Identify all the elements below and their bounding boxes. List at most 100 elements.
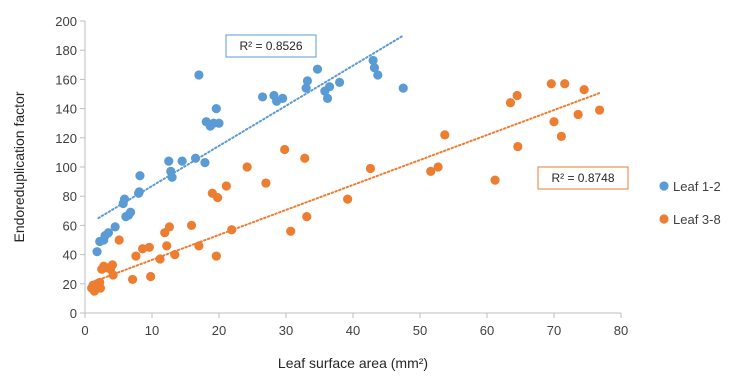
point-series-1 [286, 226, 296, 236]
point-series-0 [301, 83, 311, 93]
point-series-1 [221, 181, 231, 191]
point-series-1 [433, 162, 443, 172]
point-series-1 [512, 90, 522, 101]
point-series-1 [302, 212, 312, 222]
y-tick-label: 140 [55, 102, 77, 117]
y-tick-label: 100 [55, 160, 77, 175]
x-tick-label: 20 [212, 323, 226, 338]
legend-marker [659, 181, 669, 191]
y-tick-label: 60 [63, 218, 77, 233]
trendlines [90, 34, 602, 284]
point-series-0 [125, 207, 136, 217]
point-series-1 [114, 235, 124, 245]
point-series-0 [164, 156, 174, 166]
data-points [87, 55, 605, 296]
y-tick-label: 80 [63, 189, 77, 204]
y-tick-label: 180 [55, 43, 77, 58]
y-tick-label: 0 [70, 306, 77, 321]
trendline-1 [90, 91, 602, 284]
x-tick-label: 10 [145, 323, 159, 338]
plot-area [84, 21, 621, 314]
x-tick-label: 60 [480, 323, 494, 338]
point-series-1 [213, 193, 223, 203]
point-series-1 [549, 117, 559, 127]
point-series-1 [194, 241, 204, 251]
x-tick-label: 0 [81, 323, 88, 338]
point-series-1 [560, 79, 570, 89]
r-squared-label: R² = 0.8526 [239, 39, 302, 53]
point-series-1 [426, 166, 436, 176]
point-series-0 [373, 70, 383, 80]
point-series-1 [546, 79, 556, 89]
y-tick-label: 20 [63, 277, 77, 292]
point-series-0 [103, 228, 114, 238]
point-series-1 [556, 131, 566, 141]
point-series-1 [300, 153, 310, 163]
point-series-0 [135, 171, 145, 181]
point-series-0 [214, 118, 224, 128]
point-series-1 [162, 241, 172, 251]
point-series-1 [227, 225, 237, 235]
point-series-1 [186, 220, 197, 230]
point-series-1 [107, 260, 118, 270]
r-squared-box [225, 34, 317, 58]
x-tick-label: 50 [413, 323, 427, 338]
y-tick-label: 160 [55, 72, 77, 87]
point-series-1 [170, 250, 180, 260]
x-tick-label: 40 [346, 323, 360, 338]
point-series-0 [335, 77, 345, 87]
y-tick-label: 120 [55, 131, 77, 146]
point-series-1 [343, 194, 353, 204]
point-series-1 [365, 163, 376, 174]
legend-label: Leaf 1-2 [673, 179, 721, 194]
point-series-0 [92, 247, 102, 257]
point-series-1 [144, 242, 154, 252]
point-series-0 [398, 83, 408, 93]
r-squared-labels: R² = 0.8526 R² = 0.8748 [225, 34, 629, 190]
point-series-1 [211, 251, 221, 261]
point-series-1 [164, 222, 175, 232]
legend-label: Leaf 3-8 [673, 212, 721, 227]
legend-marker [659, 214, 669, 224]
r-squared-box [537, 166, 629, 190]
point-series-1 [155, 254, 165, 264]
point-series-0 [257, 92, 268, 102]
point-series-0 [302, 76, 313, 86]
x-tick-label: 80 [614, 323, 628, 338]
point-series-1 [594, 105, 605, 115]
point-series-0 [324, 82, 335, 92]
x-tick-label: 30 [279, 323, 293, 338]
point-series-1 [573, 109, 583, 120]
x-tick-label: 70 [547, 323, 561, 338]
point-series-1 [242, 162, 252, 172]
point-series-0 [190, 153, 201, 163]
point-series-1 [146, 271, 156, 282]
point-series-1 [490, 175, 500, 185]
x-axis-ticks: 0 10 20 30 40 50 60 70 80 [81, 313, 628, 338]
point-series-0 [322, 93, 333, 103]
x-axis-title: Leaf surface area (mm²) [278, 355, 428, 371]
legend: Leaf 1-2 Leaf 3-8 [659, 179, 721, 227]
point-series-1 [513, 141, 523, 152]
point-series-1 [131, 251, 141, 261]
point-series-1 [95, 283, 106, 293]
y-axis-title: Endoreduplication factor [11, 91, 27, 242]
point-series-1 [505, 98, 516, 108]
point-series-0 [312, 64, 323, 74]
point-series-1 [579, 85, 589, 95]
y-tick-label: 200 [55, 14, 77, 29]
point-series-0 [194, 70, 204, 80]
point-series-0 [211, 104, 221, 114]
point-series-0 [278, 93, 288, 103]
point-series-0 [177, 156, 187, 166]
point-series-0 [200, 158, 210, 168]
point-series-0 [368, 55, 378, 66]
point-series-1 [108, 270, 118, 280]
point-series-0 [167, 172, 177, 182]
trendline-0 [97, 34, 405, 220]
point-series-1 [261, 178, 271, 188]
point-series-0 [369, 63, 380, 73]
point-series-1 [440, 130, 450, 140]
y-tick-label: 40 [63, 248, 77, 263]
